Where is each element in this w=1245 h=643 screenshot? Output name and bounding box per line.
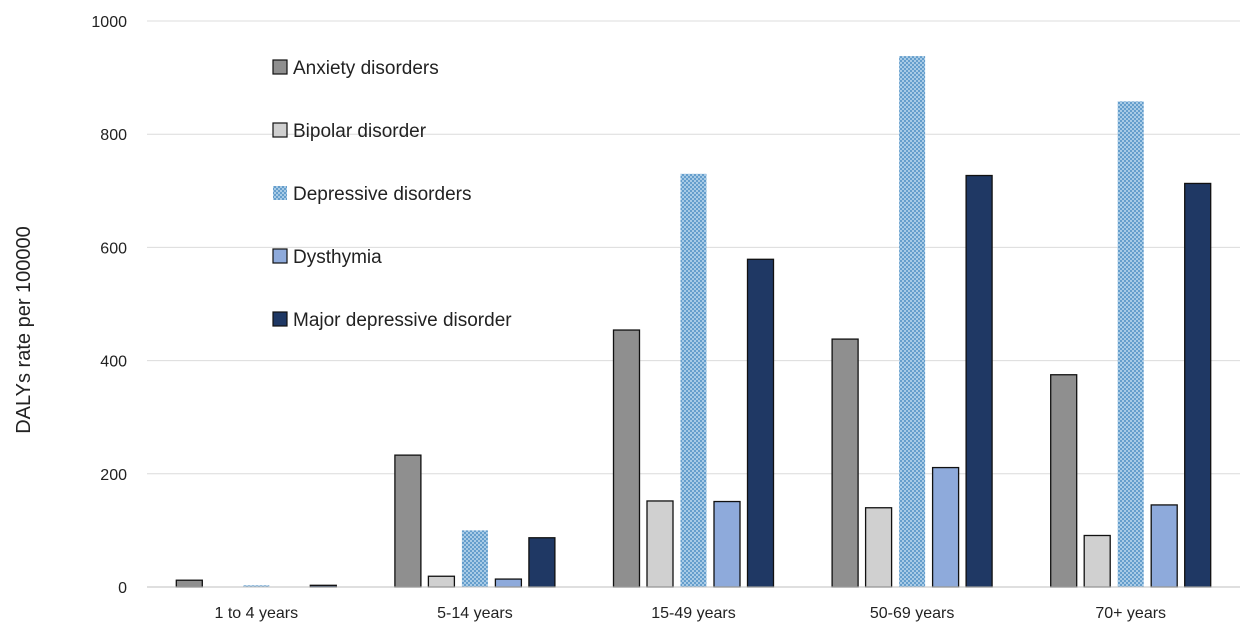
bar-anxiety-disorders-15-49-years	[612, 329, 641, 588]
bar-anxiety-disorders-70-years	[1050, 374, 1078, 588]
legend-swatch-dysthymia	[272, 248, 288, 264]
bar-anxiety-disorders-50-69-years	[831, 338, 859, 588]
y-tick-label-200: 200	[100, 467, 127, 484]
bar-major-depressive-disorder-5-14-years	[528, 537, 556, 588]
y-tick-label-600: 600	[100, 240, 127, 257]
bar-dysthymia-15-49-years	[713, 500, 741, 588]
bar-dysthymia-70-years	[1150, 504, 1178, 588]
bar-major-depressive-disorder-70-years	[1184, 182, 1212, 588]
bar-major-depressive-disorder-50-69-years	[965, 174, 993, 588]
bar-depressive-disorders-15-49-years	[680, 173, 707, 587]
bar-bipolar-disorder-5-14-years	[427, 575, 456, 588]
x-tick-label-70-years: 70+ years	[1095, 605, 1166, 622]
legend-swatch-depressive-disorders	[273, 186, 287, 200]
bar-depressive-disorders-5-14-years	[461, 530, 488, 587]
bar-bipolar-disorder-50-69-years	[864, 507, 893, 588]
axes: 0 200 400 600 800 1000 1 to 4 years 5-14 years 1…	[91, 14, 1240, 622]
bar-bipolar-disorder-70-years	[1083, 534, 1111, 588]
legend-label-major-depressive-disorder: Major depressive disorder	[293, 310, 512, 331]
x-tick-label-1-to-4-years: 1 to 4 years	[214, 605, 298, 622]
bar-depressive-disorders-50-69-years	[899, 56, 926, 588]
y-axis-title: DALYs rate per 100000	[13, 226, 35, 434]
y-tick-label-1000: 1000	[91, 14, 127, 31]
bar-anxiety-disorders-5-14-years	[394, 454, 422, 588]
y-tick-label-0: 0	[118, 580, 127, 597]
x-tick-label-15-49-years: 15-49 years	[651, 605, 736, 622]
bar-bipolar-disorder-15-49-years	[646, 500, 674, 588]
legend-swatch-major-depressive-disorder	[272, 311, 288, 327]
bar-dysthymia-5-14-years	[494, 578, 523, 588]
bar-dysthymia-50-69-years	[931, 466, 960, 588]
x-tick-label-50-69-years: 50-69 years	[870, 605, 955, 622]
bar-anxiety-disorders-1-to-4-years	[175, 579, 203, 588]
y-tick-label-800: 800	[100, 127, 127, 144]
bar-depressive-disorders-70-years	[1117, 101, 1144, 587]
legend: Anxiety disorders Bipolar disorder Depress…	[272, 58, 512, 331]
legend-label-bipolar-disorder: Bipolar disorder	[293, 121, 427, 142]
x-tick-label-5-14-years: 5-14 years	[437, 605, 513, 622]
legend-swatch-anxiety-disorders	[272, 59, 288, 75]
bar-depressive-disorders-1-to-4-years	[243, 585, 270, 587]
bars	[175, 56, 1212, 588]
bar-major-depressive-disorder-15-49-years	[746, 258, 775, 588]
legend-label-dysthymia: Dysthymia	[293, 247, 382, 268]
legend-swatch-bipolar-disorder	[272, 122, 288, 138]
y-tick-label-400: 400	[100, 354, 127, 371]
legend-label-anxiety-disorders: Anxiety disorders	[293, 58, 439, 79]
legend-label-depressive-disorders: Depressive disorders	[293, 184, 471, 205]
